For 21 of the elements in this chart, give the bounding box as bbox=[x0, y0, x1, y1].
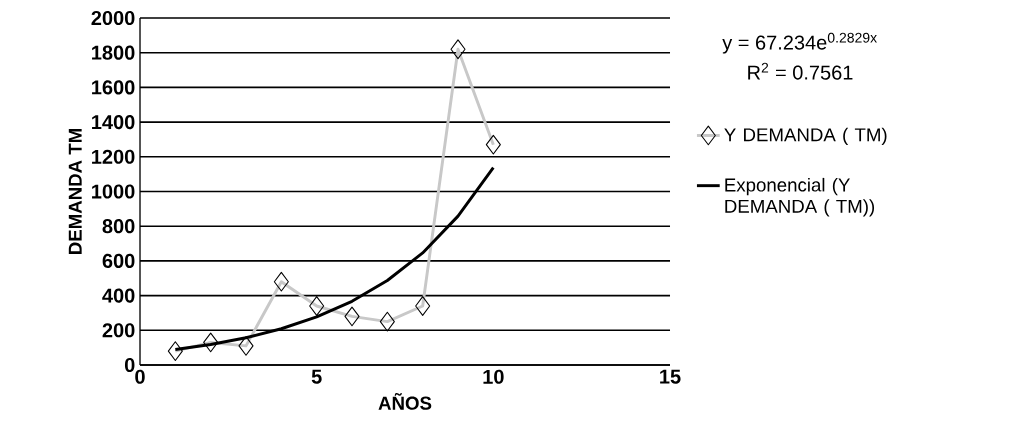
y-tick-label: 1400 bbox=[92, 115, 135, 130]
x-tick-label: 5 bbox=[311, 369, 322, 384]
y-tick-label: 400 bbox=[102, 288, 135, 303]
x-tick-label: 0 bbox=[135, 369, 145, 384]
y-tick-label: 800 bbox=[102, 219, 135, 234]
x-axis-title: AÑOS bbox=[378, 393, 432, 410]
x-tick-label: 15 bbox=[660, 369, 681, 384]
y-tick-label: 600 bbox=[102, 253, 135, 268]
text: R$^{2}$ = 0.7561 bbox=[748, 62, 853, 80]
y-tick-label: 1600 bbox=[92, 80, 135, 95]
y-tick-label: 2000 bbox=[91, 10, 135, 26]
legend-label: Y DEMANDA ( TM) bbox=[724, 127, 887, 146]
text: y = 67.234e$^{0.2829x}$ bbox=[722, 32, 877, 54]
y-tick-label: 1800 bbox=[92, 45, 135, 60]
y-tick-label: 200 bbox=[102, 323, 135, 338]
legend-label: Exponencial (Y DEMANDA ( TM)) bbox=[725, 177, 875, 217]
y-tick-label: 0 bbox=[124, 357, 135, 373]
y-tick-label: 1000 bbox=[92, 184, 135, 199]
y-axis-title: DEMANDA TM bbox=[68, 129, 82, 255]
x-tick-label: 10 bbox=[483, 369, 504, 384]
y-tick-label: 1200 bbox=[92, 149, 135, 164]
